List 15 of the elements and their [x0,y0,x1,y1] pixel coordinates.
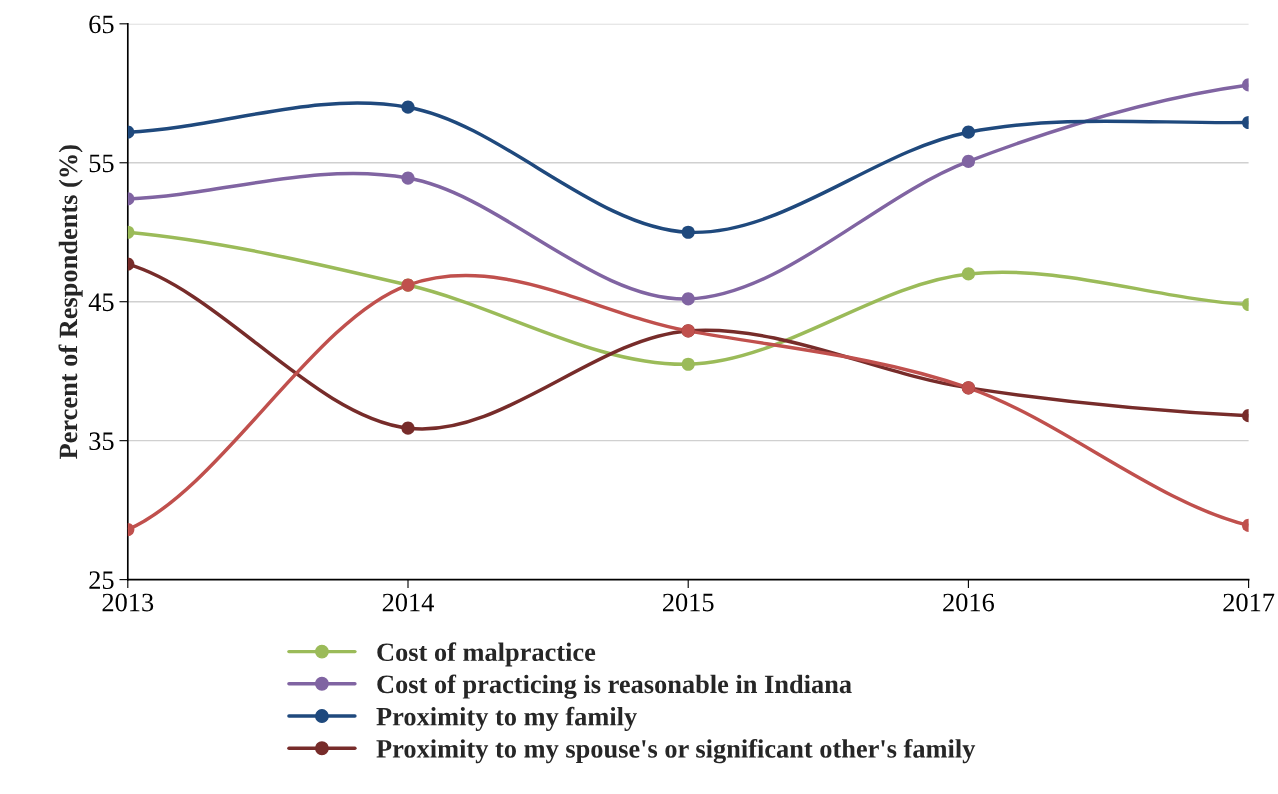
y-tick-label: 55 [89,154,114,173]
y-tick-label: 35 [89,432,114,451]
x-tick-label: 2013 [102,593,154,612]
x-tick-label: 2016 [943,593,995,612]
legend-label: Proximity to my spouse's or significant other's family [376,738,976,764]
legend-label: Proximity to my family [376,706,637,731]
x-tick-label: 2017 [1223,593,1275,612]
y-axis-title: Percent of Respondents (%) [58,145,83,459]
x-tick-label: 2014 [382,593,434,612]
x-tick-label: 2015 [662,593,714,612]
y-tick-label: 25 [89,571,114,590]
y-tick-label: 65 [89,15,114,34]
y-tick-label: 45 [88,293,114,312]
legend-label: Cost of practicing is reasonable in Indiana [377,674,852,699]
legend-label: Cost of malpractice [377,642,596,667]
